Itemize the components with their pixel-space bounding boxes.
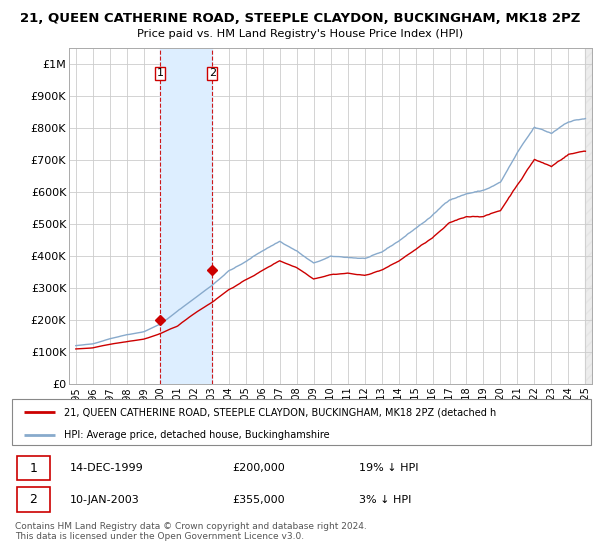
Text: Contains HM Land Registry data © Crown copyright and database right 2024.
This d: Contains HM Land Registry data © Crown c… — [15, 522, 367, 542]
Text: £355,000: £355,000 — [232, 494, 284, 505]
Text: 21, QUEEN CATHERINE ROAD, STEEPLE CLAYDON, BUCKINGHAM, MK18 2PZ: 21, QUEEN CATHERINE ROAD, STEEPLE CLAYDO… — [20, 12, 580, 25]
FancyBboxPatch shape — [12, 399, 591, 445]
Text: 14-DEC-1999: 14-DEC-1999 — [70, 463, 143, 473]
Text: 2: 2 — [209, 68, 216, 78]
Text: 19% ↓ HPI: 19% ↓ HPI — [359, 463, 419, 473]
Bar — [160, 48, 212, 384]
FancyBboxPatch shape — [17, 487, 50, 512]
Text: HPI: Average price, detached house, Buckinghamshire: HPI: Average price, detached house, Buck… — [64, 430, 330, 440]
Bar — [586, 48, 592, 384]
Text: 10-JAN-2003: 10-JAN-2003 — [70, 494, 140, 505]
Text: 1: 1 — [29, 461, 37, 475]
Text: 2: 2 — [29, 493, 37, 506]
Text: 3% ↓ HPI: 3% ↓ HPI — [359, 494, 412, 505]
Text: 1: 1 — [157, 68, 164, 78]
FancyBboxPatch shape — [17, 456, 50, 480]
Text: 21, QUEEN CATHERINE ROAD, STEEPLE CLAYDON, BUCKINGHAM, MK18 2PZ (detached h: 21, QUEEN CATHERINE ROAD, STEEPLE CLAYDO… — [64, 407, 496, 417]
Text: Price paid vs. HM Land Registry's House Price Index (HPI): Price paid vs. HM Land Registry's House … — [137, 29, 463, 39]
Text: £200,000: £200,000 — [232, 463, 285, 473]
